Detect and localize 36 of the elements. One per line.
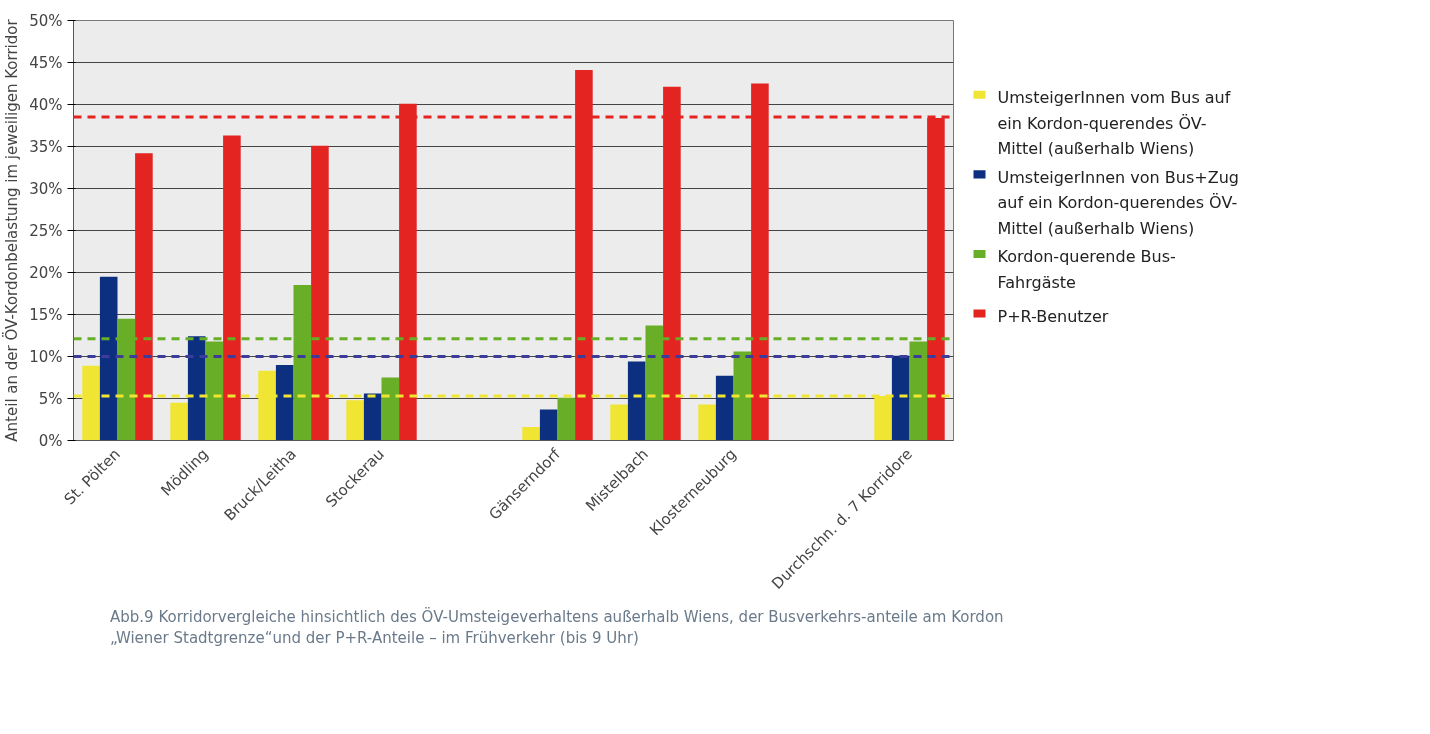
y-tick-label: 35% <box>29 137 63 156</box>
bar <box>381 377 400 441</box>
bar <box>311 145 329 441</box>
bar <box>557 397 576 441</box>
legend-label: UmsteigerInnen vom Bus auf ein Kordon-querendes ÖV-Mittel (außerhalb Wiens) <box>997 88 1231 159</box>
y-tick-label: 25% <box>29 221 63 240</box>
y-tick-label: 5% <box>38 389 63 408</box>
y-tick-label: 20% <box>29 263 63 282</box>
bar <box>135 153 153 441</box>
bar <box>715 375 734 441</box>
bar <box>891 355 910 441</box>
y-tick-label: 50% <box>29 11 63 30</box>
y-axis-title: Anteil an der ÖV-Kordonbelastung im jeweiligen Korridor <box>2 18 22 442</box>
legend-label: UmsteigerInnen von Bus+Zug auf ein Kordon-querendes ÖV-Mittel (außerhalb Wiens) <box>997 167 1239 238</box>
bar <box>539 409 558 441</box>
bar <box>733 351 752 441</box>
bar <box>99 276 118 441</box>
y-tick-label: 45% <box>29 53 63 72</box>
bar <box>275 364 294 441</box>
bar <box>170 402 188 441</box>
y-tick-label: 0% <box>38 431 63 450</box>
caption: Abb.9 Korridorvergleiche hinsichtlich des ÖV-Umsteigeverhaltens außerhalb Wiens, der Busverkehrs-anteile am Kordon „Wiener Stadtgrenze“und der P+R-Anteile – im Frühverkehr (bis 9 Uhr) <box>110 607 1005 650</box>
bar <box>522 427 540 441</box>
y-tick-label: 15% <box>29 305 63 324</box>
bar <box>187 336 206 441</box>
legend-label: Kordon-querende Bus-Fahrgäste <box>997 247 1176 292</box>
bar <box>363 393 382 441</box>
y-tick-label: 30% <box>29 179 63 198</box>
bar <box>627 361 646 441</box>
y-tick-label: 10% <box>29 347 63 366</box>
bar <box>698 404 716 441</box>
bar <box>346 400 364 441</box>
bar <box>223 135 241 441</box>
bar <box>610 404 628 441</box>
y-tick-label: 40% <box>29 95 63 114</box>
legend-label: P+R-Benutzer <box>997 306 1109 326</box>
